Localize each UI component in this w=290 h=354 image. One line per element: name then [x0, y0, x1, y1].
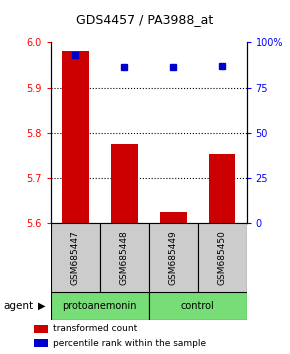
Text: transformed count: transformed count	[53, 324, 137, 333]
Bar	[111, 144, 138, 223]
FancyBboxPatch shape	[100, 223, 148, 292]
FancyBboxPatch shape	[51, 223, 246, 292]
Text: agent: agent	[3, 301, 33, 311]
Bar	[34, 325, 48, 333]
Text: control: control	[181, 301, 214, 311]
Text: protoanemonin: protoanemonin	[62, 301, 137, 311]
Text: ▶: ▶	[38, 301, 46, 311]
Text: GSM685449: GSM685449	[168, 230, 177, 285]
FancyBboxPatch shape	[51, 292, 148, 320]
Bar	[209, 154, 235, 223]
Text: GDS4457 / PA3988_at: GDS4457 / PA3988_at	[76, 13, 214, 26]
Text: percentile rank within the sample: percentile rank within the sample	[53, 339, 206, 348]
FancyBboxPatch shape	[197, 223, 246, 292]
FancyBboxPatch shape	[51, 223, 100, 292]
Bar	[160, 212, 186, 223]
Text: GSM685450: GSM685450	[218, 230, 226, 285]
Bar	[62, 51, 89, 223]
FancyBboxPatch shape	[148, 292, 246, 320]
FancyBboxPatch shape	[148, 223, 197, 292]
Text: GSM685447: GSM685447	[71, 230, 80, 285]
Bar	[34, 339, 48, 347]
Text: GSM685448: GSM685448	[120, 230, 129, 285]
